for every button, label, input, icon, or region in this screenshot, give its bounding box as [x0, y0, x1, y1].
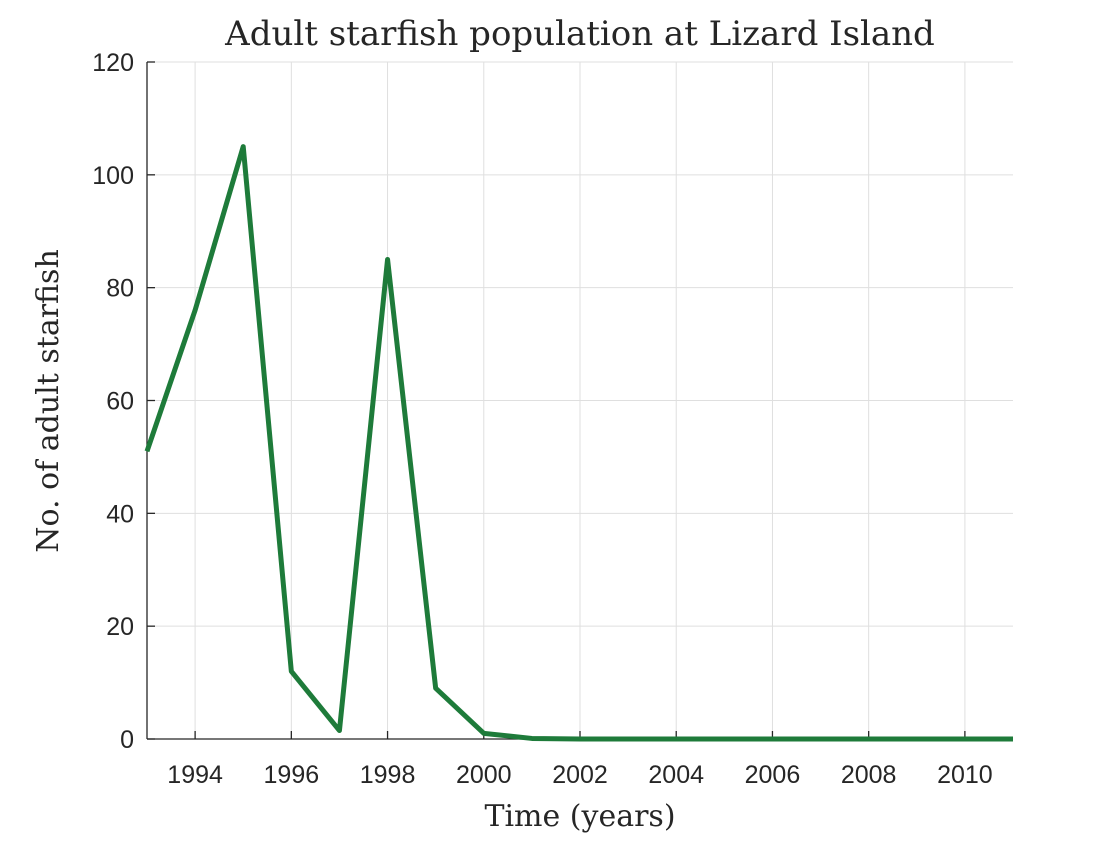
y-tick-label: 20 — [106, 613, 134, 641]
x-tick-label: 2010 — [937, 761, 993, 789]
y-tick-label: 40 — [106, 500, 134, 528]
y-tick-label: 80 — [106, 275, 134, 303]
x-tick-label: 1994 — [167, 761, 223, 789]
y-axis-label: No. of adult starfish — [31, 249, 66, 553]
x-tick-label: 2006 — [745, 761, 801, 789]
x-axis-label: Time (years) — [484, 799, 675, 834]
x-tick-label: 2008 — [841, 761, 897, 789]
y-tick-label: 60 — [106, 388, 134, 416]
x-tick-label: 1998 — [360, 761, 416, 789]
y-tick-label: 0 — [120, 726, 134, 754]
x-tick-label: 2000 — [456, 761, 512, 789]
x-tick-label: 2002 — [552, 761, 608, 789]
x-tick-label: 2004 — [648, 761, 704, 789]
x-tick-label: 1996 — [264, 761, 320, 789]
y-tick-label: 120 — [92, 49, 134, 77]
chart-title: Adult starfish population at Lizard Isla… — [224, 14, 935, 54]
y-tick-label: 100 — [92, 162, 134, 190]
